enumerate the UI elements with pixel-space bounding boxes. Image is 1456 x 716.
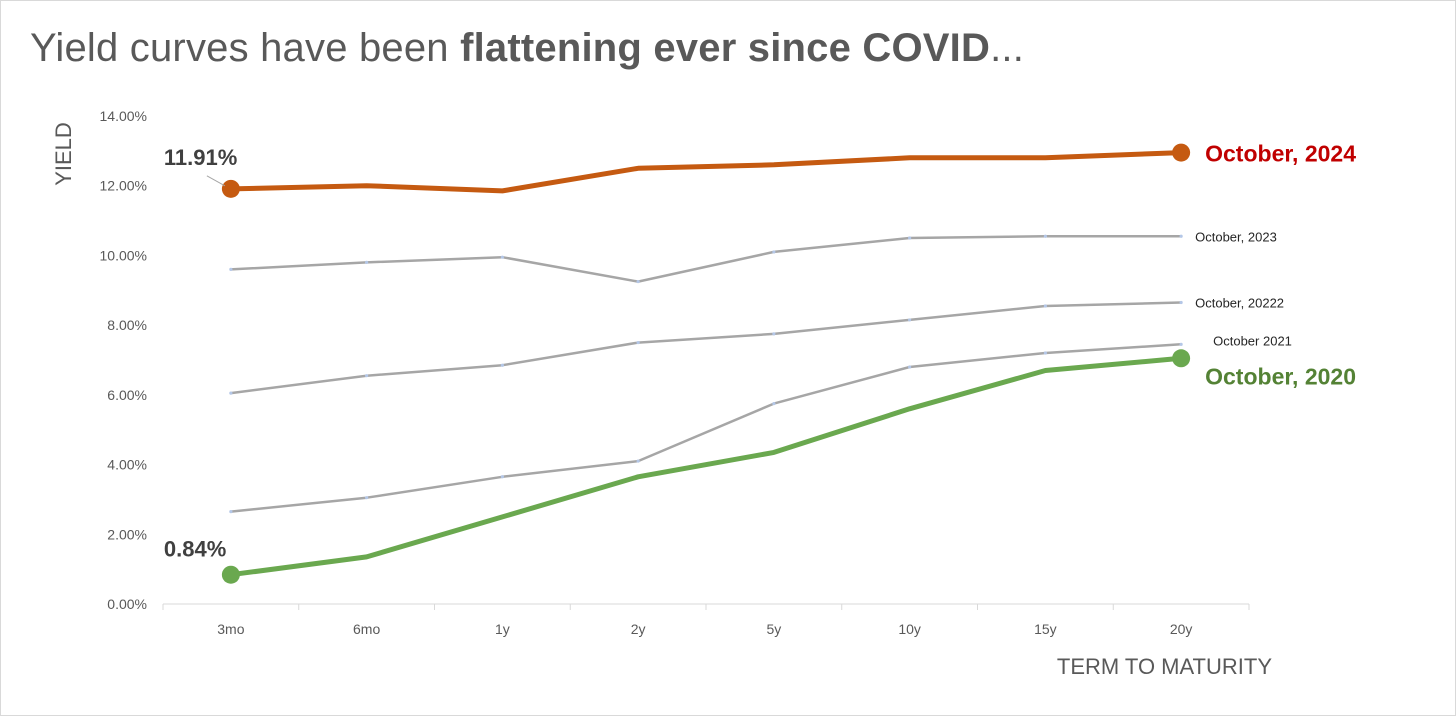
- chart-title-suffix: ...: [990, 26, 1025, 70]
- x-tick-label: 15y: [1034, 621, 1057, 637]
- series-label-october-2021: October 2021: [1213, 333, 1292, 348]
- series-point: [636, 459, 640, 463]
- series-point: [365, 260, 369, 264]
- series-layer: [221, 143, 1191, 584]
- series-line-october-2024: [228, 150, 1184, 194]
- x-tick-label: 5y: [766, 621, 781, 637]
- series-point: [772, 332, 776, 336]
- series-point: [1179, 342, 1183, 346]
- labels-layer: October, 2023 October, 20222 October 2021 O…: [164, 141, 1356, 562]
- series-line-october-20222: [229, 301, 1183, 395]
- x-tick-label: 3mo: [217, 621, 244, 637]
- series-label-october-2023: October, 2023: [1195, 229, 1277, 244]
- data-label: 11.91%: [164, 145, 237, 170]
- series-marker: [221, 565, 240, 584]
- series-label-october-20222: October, 20222: [1195, 295, 1284, 310]
- y-tick-label: 2.00%: [107, 526, 147, 542]
- series-point: [229, 510, 233, 514]
- chart-title-bold: flattening ever since COVID: [460, 26, 991, 70]
- y-tick-label: 6.00%: [107, 387, 147, 403]
- data-label: 0.84%: [164, 537, 226, 562]
- series-label-october-2020: October, 2020: [1205, 363, 1356, 389]
- series-point: [772, 250, 776, 254]
- series-point: [500, 255, 504, 259]
- y-tick-label: 12.00%: [100, 178, 147, 194]
- series-point: [1043, 234, 1047, 238]
- x-tick-label: 20y: [1170, 621, 1193, 637]
- y-tick-label: 4.00%: [107, 457, 147, 473]
- series-line-october-2021: [229, 343, 1183, 513]
- series-point: [908, 318, 912, 322]
- series-line-october-2023: [229, 235, 1183, 283]
- y-axis-title: YIELD: [51, 122, 76, 186]
- series-point: [1043, 304, 1047, 308]
- x-tick-label: 10y: [898, 621, 921, 637]
- series-point: [636, 279, 640, 284]
- series-marker: [221, 179, 240, 198]
- series-point: [365, 496, 369, 500]
- x-tick-label: 2y: [631, 621, 646, 637]
- series-point: [1043, 351, 1047, 355]
- series-point: [365, 374, 369, 378]
- data-label-leader: [206, 175, 226, 187]
- series-point: [1179, 300, 1183, 305]
- y-tick-label: 10.00%: [100, 247, 147, 263]
- y-tick-label: 0.00%: [107, 596, 147, 612]
- series-point: [636, 340, 640, 345]
- series-label-october-2024: October, 2024: [1205, 141, 1356, 167]
- axes: 3mo 6mo 1y 2y 5y 10y 15y 20y 0.00% 2.00% 4.00% 6.00…: [51, 108, 1272, 679]
- series-marker: [1172, 349, 1191, 368]
- chart-title-prefix: Yield curves have been: [30, 26, 461, 70]
- chart-title: Yield curves have been flattening ever s…: [30, 26, 1024, 71]
- series-line-october-2020: [228, 355, 1184, 578]
- series-point: [908, 236, 912, 240]
- y-tick-label: 14.00%: [100, 108, 147, 124]
- series-point: [500, 363, 504, 367]
- x-tick-label: 6mo: [353, 621, 380, 637]
- series-point: [772, 401, 776, 406]
- x-axis-title: TERM TO MATURITY: [1057, 654, 1272, 679]
- series-point: [229, 391, 233, 395]
- series-point: [1179, 234, 1183, 238]
- series-point: [908, 365, 912, 369]
- y-tick-label: 8.00%: [107, 317, 147, 333]
- series-point: [229, 267, 233, 271]
- series-marker: [1172, 143, 1191, 162]
- x-tick-label: 1y: [495, 621, 510, 637]
- series-point: [500, 475, 504, 479]
